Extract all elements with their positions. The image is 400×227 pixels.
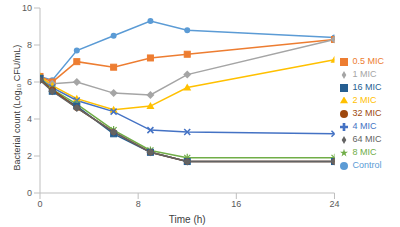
html-text:4 MIC: 4 MIC bbox=[352, 121, 377, 131]
html-text:Control: Control bbox=[352, 160, 382, 170]
html-text:0.5 MIC: 0.5 MIC bbox=[352, 56, 384, 66]
svg-text:0: 0 bbox=[27, 188, 32, 198]
svg-text:6: 6 bbox=[27, 77, 32, 87]
svg-text:4: 4 bbox=[27, 114, 32, 124]
svg-text:Time (h): Time (h) bbox=[169, 214, 206, 225]
html-text:8 MIC: 8 MIC bbox=[352, 147, 377, 157]
svg-text:0: 0 bbox=[37, 199, 42, 209]
svg-text:Bacterial count (Log₁₀ CFU/mL): Bacterial count (Log₁₀ CFU/mL) bbox=[12, 45, 22, 171]
svg-text:2: 2 bbox=[27, 151, 32, 161]
svg-text:16: 16 bbox=[231, 199, 241, 209]
html-text:2 MIC: 2 MIC bbox=[352, 95, 377, 105]
svg-text:8: 8 bbox=[136, 199, 141, 209]
html-text:64 MIC: 64 MIC bbox=[352, 134, 382, 144]
html-text:1 MIC: 1 MIC bbox=[352, 69, 377, 79]
svg-text:8: 8 bbox=[27, 40, 32, 50]
svg-text:10: 10 bbox=[22, 3, 32, 13]
html-text:32 MIC: 32 MIC bbox=[352, 108, 382, 118]
svg-text:24: 24 bbox=[329, 199, 339, 209]
html-text:16 MIC: 16 MIC bbox=[352, 82, 382, 92]
